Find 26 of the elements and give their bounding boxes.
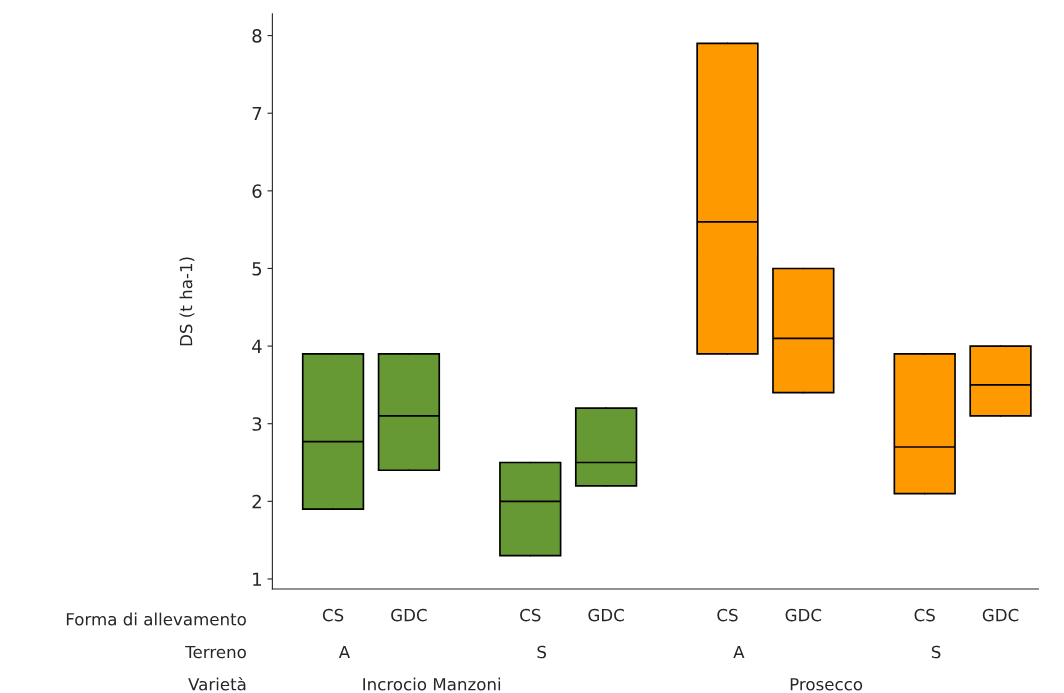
x-tick-label: CS — [520, 608, 541, 622]
text: Varietà — [188, 676, 246, 691]
y-axis-title: DS (t ha-1) — [179, 257, 195, 346]
x-tick-label: GDC — [391, 608, 427, 622]
text: Forma di allevamento — [66, 612, 246, 626]
x-tick-label: GDC — [982, 608, 1019, 622]
text: A — [733, 645, 745, 659]
x-tick-label: GDC — [785, 608, 822, 622]
text: A — [338, 645, 350, 659]
y-tick-label: 2 — [252, 494, 261, 509]
text: Terreno — [185, 645, 246, 659]
text: Prosecco — [790, 678, 863, 691]
text: S — [537, 645, 547, 659]
y-tick-label: 6 — [252, 184, 262, 198]
y-tick-label: 4 — [252, 339, 262, 353]
x-tick-label: CS — [322, 608, 344, 622]
y-tick-label: 8 — [252, 29, 262, 43]
x-tick-label: CS — [717, 608, 738, 622]
y-tick-label: 1 — [253, 572, 261, 586]
x-tick-label: CS — [914, 608, 935, 622]
x-tick-label: GDC — [588, 608, 624, 622]
text: S — [931, 645, 941, 659]
y-tick-label: 7 — [252, 106, 262, 121]
y-tick-label: 5 — [252, 262, 262, 276]
text: Incrocio Manzoni — [363, 677, 501, 691]
y-tick-label: 3 — [252, 417, 262, 431]
